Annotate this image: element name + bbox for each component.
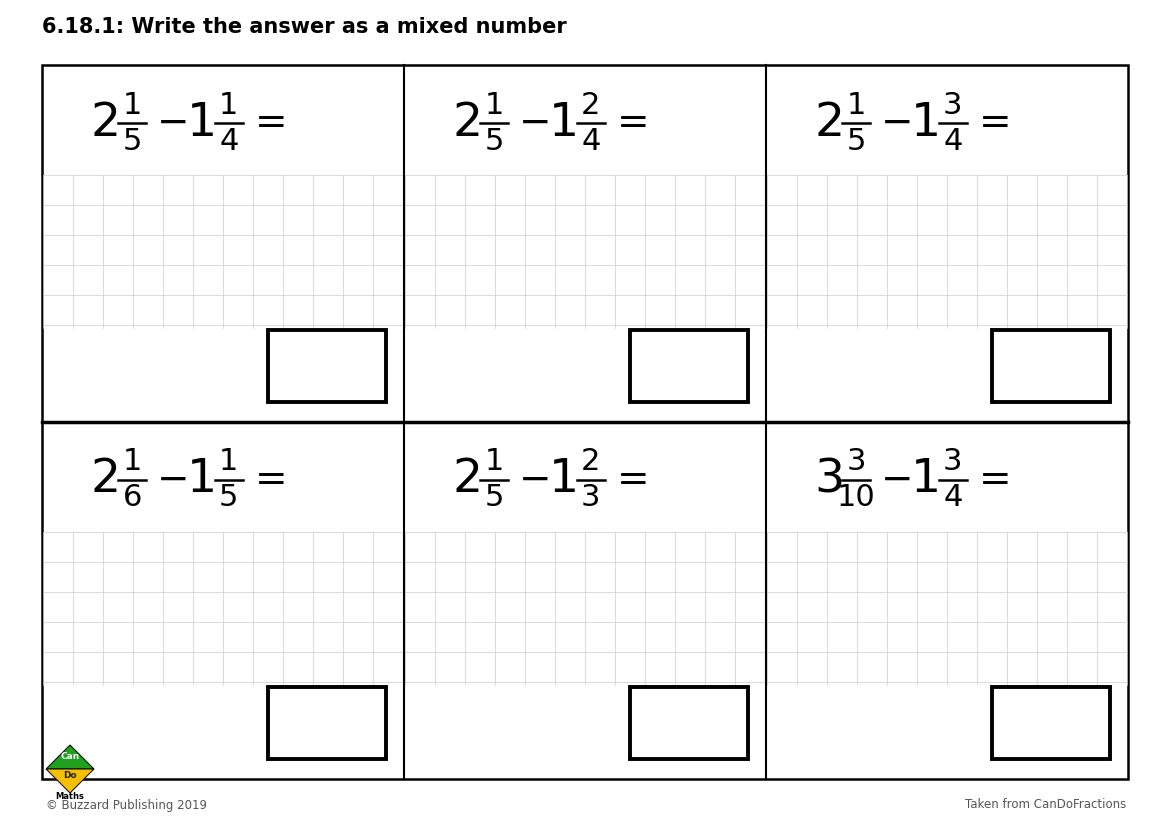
Text: −: − xyxy=(518,461,551,499)
Text: 2: 2 xyxy=(452,101,482,146)
Text: 3: 3 xyxy=(581,484,600,513)
Text: 1: 1 xyxy=(219,447,239,476)
Text: 6: 6 xyxy=(123,484,142,513)
Text: 1: 1 xyxy=(123,90,142,119)
Text: 10: 10 xyxy=(837,484,876,513)
Text: −: − xyxy=(518,104,551,142)
Text: 2: 2 xyxy=(452,457,482,503)
Text: −: − xyxy=(157,461,190,499)
Text: 5: 5 xyxy=(123,127,142,155)
Text: −: − xyxy=(157,104,190,142)
Text: −: − xyxy=(880,461,913,499)
Text: 3: 3 xyxy=(943,90,963,119)
Text: 4: 4 xyxy=(943,484,963,513)
Text: Taken from CanDoFractions: Taken from CanDoFractions xyxy=(965,799,1126,811)
Text: 4: 4 xyxy=(943,127,963,155)
Text: 1: 1 xyxy=(549,101,578,146)
Text: 5: 5 xyxy=(847,127,866,155)
Text: 1: 1 xyxy=(186,101,216,146)
Bar xyxy=(268,330,386,402)
Text: Maths: Maths xyxy=(55,792,84,801)
Bar xyxy=(629,330,748,402)
Bar xyxy=(268,687,386,759)
Text: © Buzzard Publishing 2019: © Buzzard Publishing 2019 xyxy=(46,799,207,811)
Polygon shape xyxy=(46,769,94,793)
Text: =: = xyxy=(617,461,649,499)
Text: Can: Can xyxy=(61,752,80,761)
Text: 6.18.1: Write the answer as a mixed number: 6.18.1: Write the answer as a mixed numb… xyxy=(42,17,566,37)
Text: 4: 4 xyxy=(219,127,239,155)
Bar xyxy=(992,687,1110,759)
Text: 1: 1 xyxy=(123,447,142,476)
Text: 1: 1 xyxy=(186,457,216,503)
Text: 3: 3 xyxy=(847,447,866,476)
Text: 3: 3 xyxy=(814,457,844,503)
Text: =: = xyxy=(617,104,649,142)
Text: 1: 1 xyxy=(910,101,941,146)
Text: 5: 5 xyxy=(219,484,239,513)
Text: 1: 1 xyxy=(484,447,504,476)
Text: 2: 2 xyxy=(90,457,121,503)
Polygon shape xyxy=(46,745,94,769)
Bar xyxy=(992,330,1110,402)
Bar xyxy=(42,65,1128,779)
Text: 2: 2 xyxy=(90,101,121,146)
Text: 1: 1 xyxy=(847,90,866,119)
Text: 5: 5 xyxy=(484,484,504,513)
Text: 1: 1 xyxy=(549,457,578,503)
Text: =: = xyxy=(979,461,1011,499)
Text: Do: Do xyxy=(63,771,77,780)
Text: 3: 3 xyxy=(943,447,963,476)
Text: 2: 2 xyxy=(581,447,600,476)
Text: =: = xyxy=(979,104,1011,142)
Text: 2: 2 xyxy=(814,101,844,146)
Text: 4: 4 xyxy=(581,127,600,155)
Text: −: − xyxy=(880,104,913,142)
Text: 1: 1 xyxy=(219,90,239,119)
Bar xyxy=(629,687,748,759)
Text: =: = xyxy=(255,461,288,499)
Text: 5: 5 xyxy=(484,127,504,155)
Text: 1: 1 xyxy=(484,90,504,119)
Text: 1: 1 xyxy=(910,457,941,503)
Text: 2: 2 xyxy=(581,90,600,119)
Text: =: = xyxy=(255,104,288,142)
